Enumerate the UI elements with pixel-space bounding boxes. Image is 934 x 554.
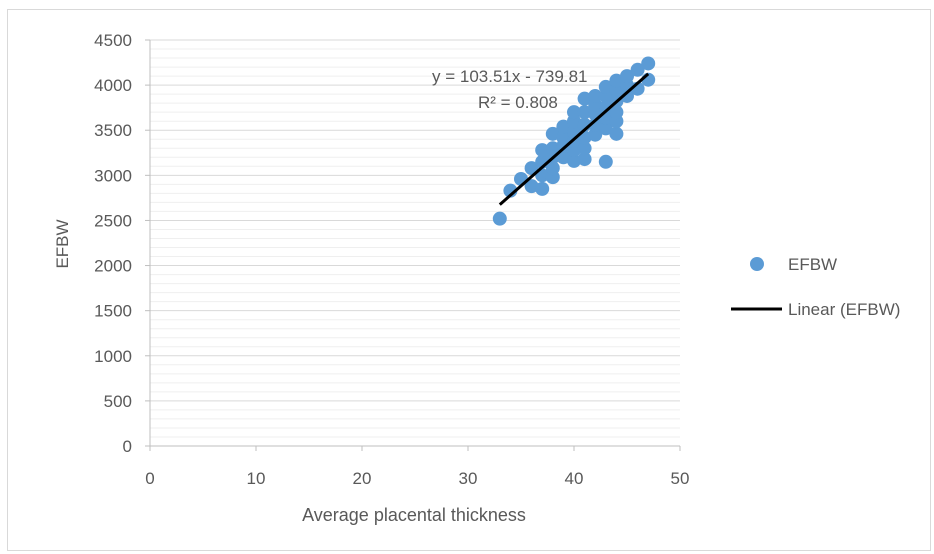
data-point [588, 117, 603, 132]
x-tick-label: 0 [145, 469, 154, 488]
data-point [598, 154, 613, 169]
x-tick-label: 10 [247, 469, 266, 488]
y-tick-label: 3000 [94, 166, 132, 185]
data-point [503, 183, 518, 198]
chart-frame [7, 9, 931, 551]
data-point [545, 161, 560, 176]
legend-marker-efbw [750, 257, 764, 271]
data-point [588, 127, 603, 142]
data-point [535, 181, 550, 196]
data-point [567, 153, 581, 168]
x-tick-label: 50 [671, 469, 690, 488]
data-point [630, 62, 645, 77]
data-point [567, 105, 581, 120]
data-point [535, 143, 550, 158]
y-tick-labels: 0 500 1000 1500 2000 2500 3000 3500 4000 4500 [94, 31, 132, 456]
y-tick-label: 500 [104, 392, 132, 411]
y-tick-label: 4500 [94, 31, 132, 50]
x-axis-label: Average placental thickness [302, 505, 526, 525]
data-point [556, 150, 571, 165]
data-point [556, 130, 571, 145]
data-point [598, 99, 613, 114]
y-tick-label: 1000 [94, 347, 132, 366]
data-point [620, 88, 634, 103]
data-point [620, 69, 634, 84]
y-tick-label: 2000 [94, 257, 132, 276]
data-point [588, 88, 603, 103]
data-point [577, 152, 592, 167]
data-point [556, 119, 571, 134]
data-point [577, 141, 592, 156]
data-point [598, 121, 613, 136]
data-point [577, 91, 592, 106]
y-tick-label: 1500 [94, 302, 132, 321]
trendline-r-squared: R² = 0.808 [478, 93, 558, 112]
x-tick-label: 30 [459, 469, 478, 488]
data-point [609, 126, 624, 141]
trendline [498, 72, 650, 206]
data-point [545, 141, 560, 156]
x-tick-label: 40 [565, 469, 584, 488]
y-tick-label: 4000 [94, 76, 132, 95]
data-point [598, 79, 613, 94]
axes [145, 39, 681, 451]
data-point [641, 56, 656, 71]
data-point [609, 105, 624, 120]
x-tick-labels: 0 10 20 30 40 50 [145, 469, 689, 488]
data-point [577, 105, 592, 120]
legend-label-linear: Linear (EFBW) [788, 300, 900, 319]
y-tick-label: 3500 [94, 121, 132, 140]
data-point [492, 211, 507, 226]
legend-label-efbw: EFBW [788, 255, 837, 274]
data-point [524, 179, 539, 194]
data-point [609, 73, 624, 88]
legend: EFBW Linear (EFBW) [731, 255, 900, 319]
x-tick-label: 20 [353, 469, 372, 488]
y-axis-label: EFBW [53, 219, 72, 268]
y-tick-label: 0 [123, 437, 132, 456]
data-point [545, 126, 560, 141]
trendline-equation: y = 103.51x - 739.81 [432, 67, 587, 86]
y-tick-label: 2500 [94, 211, 132, 230]
